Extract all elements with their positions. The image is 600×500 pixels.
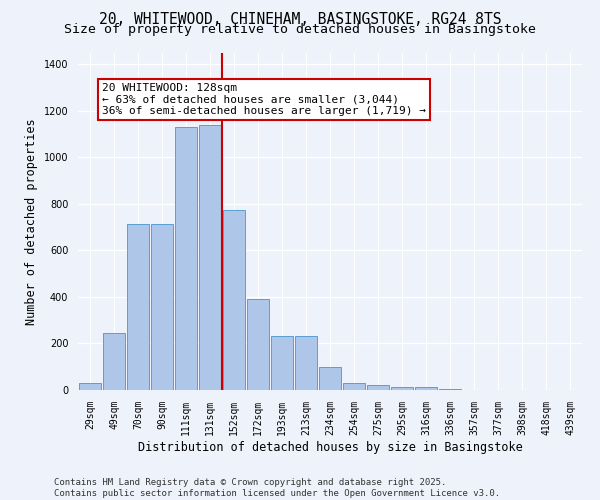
Bar xyxy=(439,389,461,390)
Bar xyxy=(151,224,173,390)
Bar xyxy=(367,386,389,390)
Bar xyxy=(271,336,293,390)
Bar xyxy=(343,383,365,390)
Bar xyxy=(223,210,245,390)
Bar xyxy=(175,127,197,390)
Text: Contains HM Land Registry data © Crown copyright and database right 2025.
Contai: Contains HM Land Registry data © Crown c… xyxy=(54,478,500,498)
Bar xyxy=(247,299,269,390)
Text: 20, WHITEWOOD, CHINEHAM, BASINGSTOKE, RG24 8TS: 20, WHITEWOOD, CHINEHAM, BASINGSTOKE, RG… xyxy=(99,12,501,28)
Bar xyxy=(127,224,149,390)
Bar xyxy=(79,383,101,390)
X-axis label: Distribution of detached houses by size in Basingstoke: Distribution of detached houses by size … xyxy=(137,440,523,454)
Text: Size of property relative to detached houses in Basingstoke: Size of property relative to detached ho… xyxy=(64,22,536,36)
Text: 20 WHITEWOOD: 128sqm
← 63% of detached houses are smaller (3,044)
36% of semi-de: 20 WHITEWOOD: 128sqm ← 63% of detached h… xyxy=(102,83,426,116)
Bar xyxy=(103,333,125,390)
Bar xyxy=(295,336,317,390)
Y-axis label: Number of detached properties: Number of detached properties xyxy=(25,118,38,324)
Bar xyxy=(391,386,413,390)
Bar xyxy=(319,366,341,390)
Bar xyxy=(199,124,221,390)
Bar xyxy=(415,386,437,390)
